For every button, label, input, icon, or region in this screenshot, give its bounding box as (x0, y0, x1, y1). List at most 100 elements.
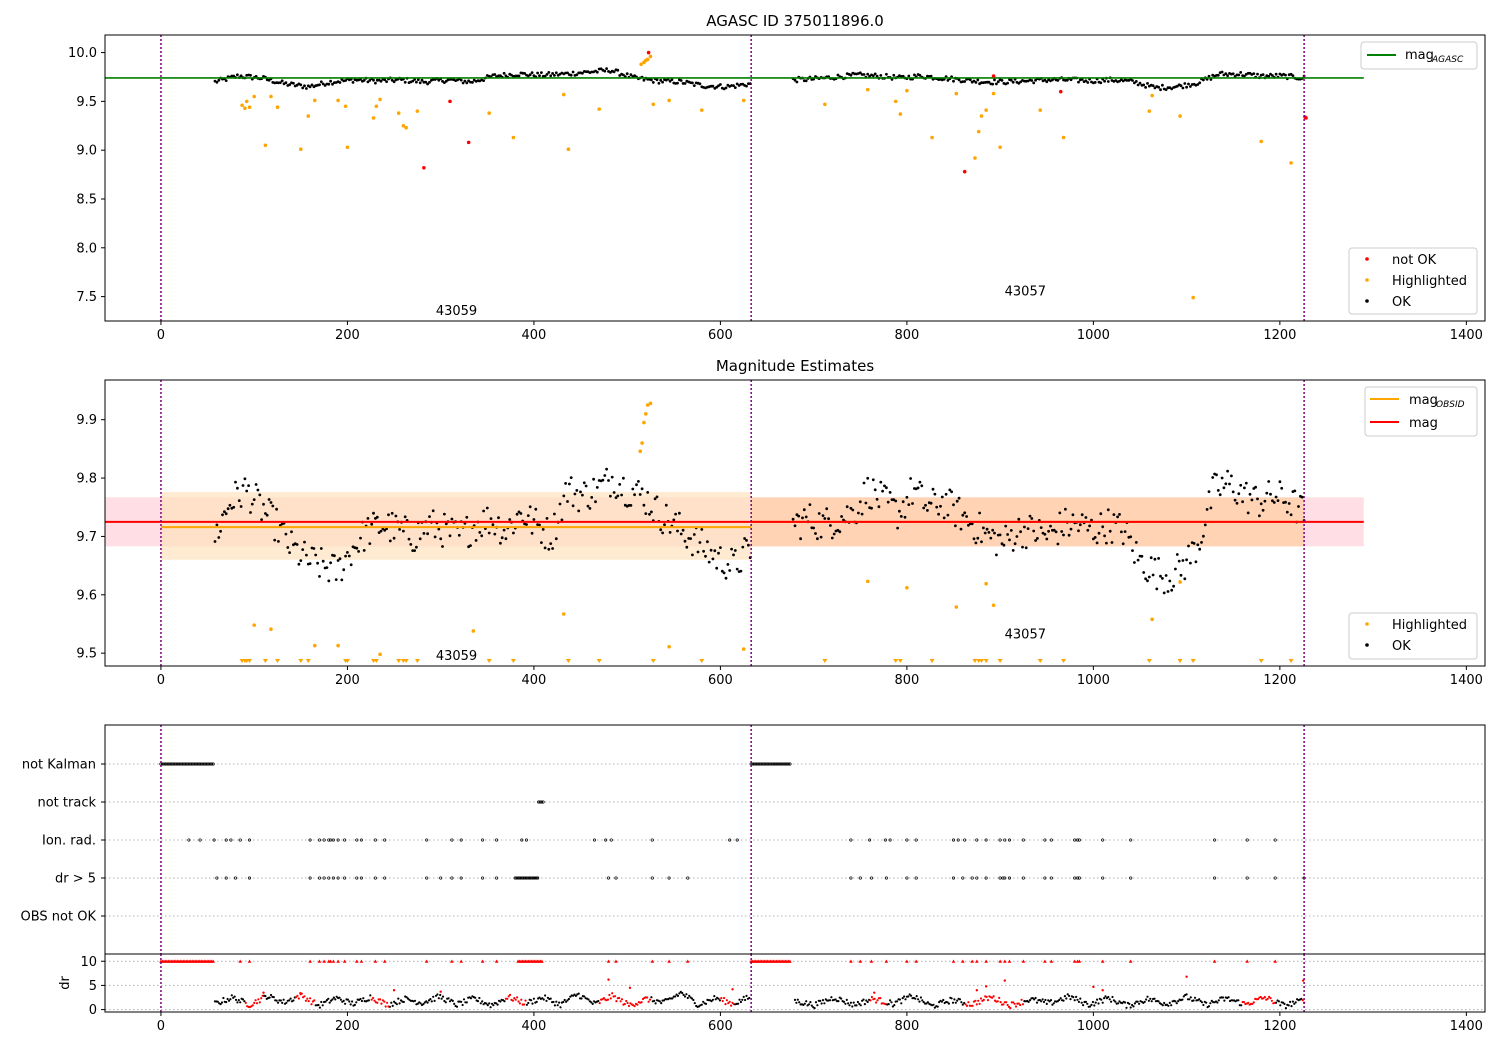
dr-point (499, 1000, 502, 1003)
ok-point (554, 71, 558, 75)
flag-marker (763, 762, 767, 766)
dr-point (910, 994, 913, 997)
ok-point (1239, 71, 1243, 74)
ok-point (892, 73, 896, 77)
dr-point (855, 1004, 858, 1007)
dr-point (711, 998, 715, 1001)
dr-point (1189, 996, 1192, 999)
dr-point (823, 1002, 826, 1005)
dr-point (439, 990, 442, 993)
ok-point (730, 547, 733, 551)
ok-point (249, 73, 252, 77)
dr-point (219, 1003, 222, 1006)
highlighted-point (645, 403, 650, 407)
dr-point (1185, 993, 1188, 996)
ok-point (579, 490, 582, 494)
below-range-marker (699, 659, 705, 663)
ok-point (1034, 78, 1037, 82)
dr-point (346, 998, 349, 1001)
ok-point (575, 73, 579, 77)
ok-point (217, 78, 221, 82)
ok-point (732, 84, 735, 87)
dr-point (335, 995, 338, 998)
flag-marker (975, 838, 979, 842)
highlighted-point (1289, 161, 1293, 165)
ok-point (338, 81, 342, 84)
ok-point (569, 73, 573, 77)
dr-point (313, 999, 316, 1002)
flag-marker (1007, 838, 1012, 842)
ok-point (528, 73, 532, 77)
dr-point (355, 1001, 358, 1004)
ok-point (709, 548, 713, 552)
dr-point (1112, 999, 1115, 1002)
ok-point (224, 512, 228, 516)
capped-marker (849, 959, 853, 963)
flag-marker (329, 838, 333, 842)
ok-point (972, 537, 976, 541)
dr-point (975, 989, 979, 992)
ok-point (564, 482, 567, 485)
dr-point (717, 997, 720, 1000)
dr-point (828, 999, 832, 1002)
dr-point (1133, 1002, 1136, 1005)
dr-point (1080, 1001, 1083, 1004)
ok-point (301, 86, 305, 90)
flag-marker (172, 762, 176, 766)
capped-marker (247, 959, 252, 963)
dr-point (1066, 993, 1069, 996)
dr-point (1301, 999, 1304, 1002)
ok-point (1136, 558, 1140, 562)
dr-point (430, 1000, 433, 1003)
ok-point (392, 80, 396, 84)
middle-panel-x-tick-label: 800 (894, 673, 919, 688)
dr-point (611, 992, 614, 995)
ok-point (1095, 541, 1099, 545)
flag-marker (869, 876, 874, 880)
ok-point (519, 512, 523, 515)
dr-point (640, 1001, 643, 1004)
ok-point (1181, 559, 1185, 562)
flag-marker (522, 876, 526, 880)
flag-marker (187, 762, 191, 766)
flag-marker (970, 876, 974, 880)
ok-point (334, 578, 338, 581)
ok-point (1157, 85, 1160, 89)
ok-point (512, 531, 515, 535)
ok-point (224, 79, 228, 82)
flag-marker (322, 876, 326, 880)
ok-point (390, 511, 394, 515)
ok-point (1093, 536, 1097, 539)
ok-point (1129, 535, 1133, 539)
dr-point (1107, 995, 1110, 999)
flag-marker (783, 762, 788, 766)
ok-point (635, 483, 638, 487)
dr-point (1069, 998, 1072, 1001)
capped-marker (1100, 959, 1105, 963)
ok-point (1131, 549, 1134, 552)
capped-marker (354, 959, 359, 963)
dr-point (1045, 1002, 1048, 1006)
dr-point (1097, 1002, 1100, 1005)
flag-marker (331, 876, 335, 880)
ok-point (812, 526, 815, 530)
below-range-marker (275, 659, 280, 663)
capped-marker (342, 959, 347, 963)
capped-marker (1049, 959, 1054, 963)
dr-point (647, 1000, 650, 1003)
flag-marker (160, 762, 164, 766)
ok-point (918, 73, 922, 77)
ok-point (1062, 533, 1065, 537)
dr-point (967, 1001, 970, 1004)
ok-point (967, 523, 970, 527)
dr-point (1175, 1002, 1178, 1005)
ok-point (575, 489, 579, 492)
ok-point (1077, 529, 1080, 533)
ok-point (418, 537, 422, 541)
dr-point (320, 1000, 323, 1004)
flag-marker (383, 838, 387, 842)
ok-point (1086, 81, 1090, 84)
ok-point (392, 536, 396, 540)
ok-point (489, 517, 493, 520)
dr-point (432, 995, 435, 998)
